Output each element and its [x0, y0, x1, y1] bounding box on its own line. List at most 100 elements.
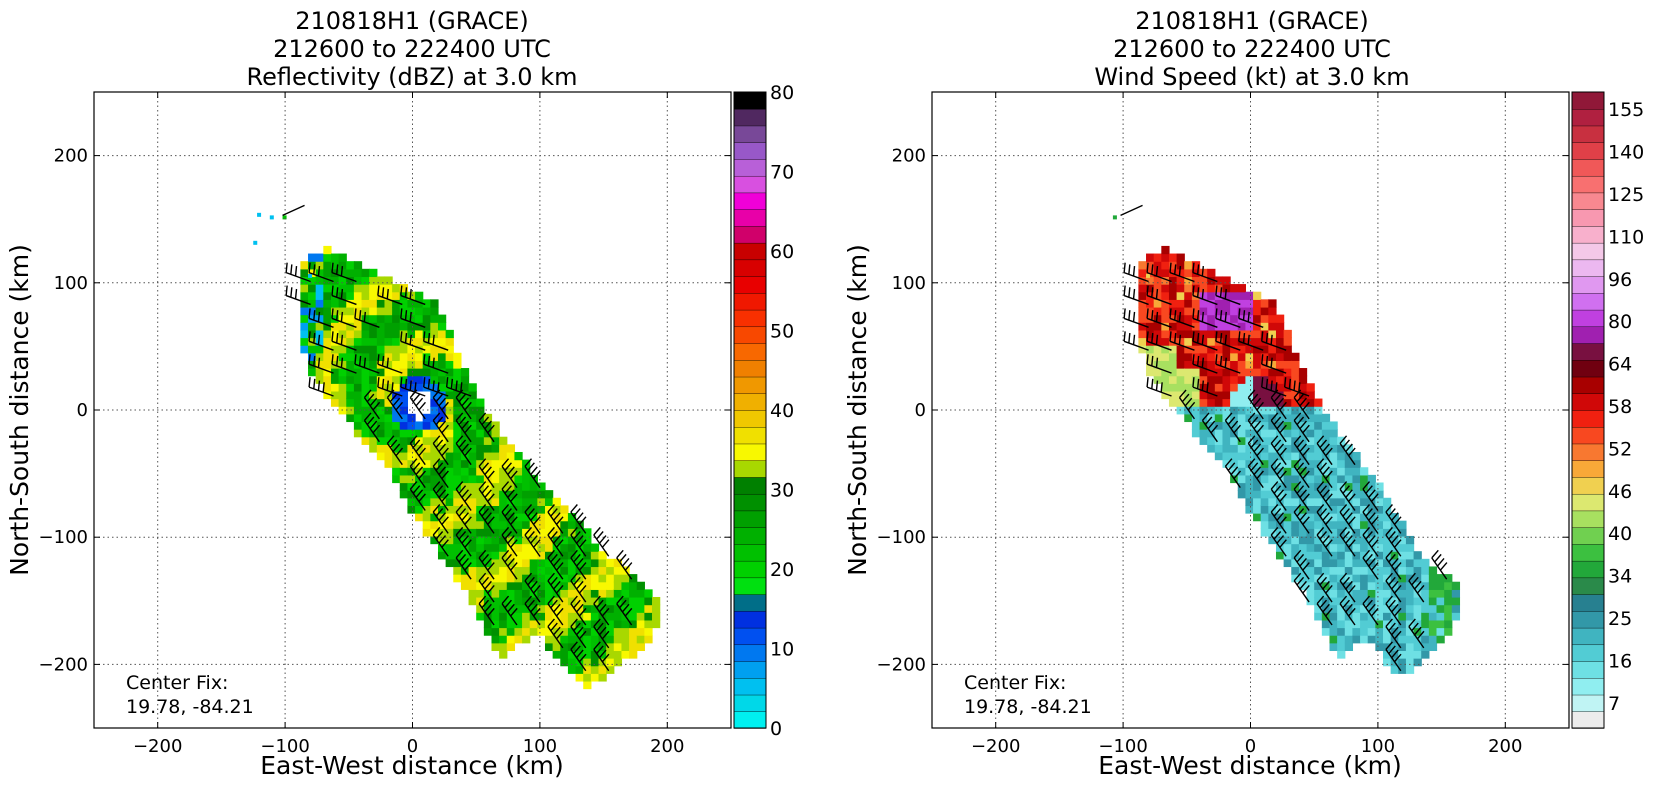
field-cell — [376, 375, 386, 384]
field-cell — [308, 314, 317, 323]
field-cell — [1268, 299, 1277, 308]
wind-barb-feather — [1371, 607, 1379, 617]
field-cell — [369, 284, 378, 293]
wind-barb-feather — [1184, 397, 1193, 407]
wind-barb-feather — [1302, 470, 1310, 480]
field-cell — [369, 306, 378, 316]
wind-barb-feather — [1391, 626, 1399, 636]
field-cell — [590, 596, 600, 606]
wind-barb-feather — [1299, 558, 1307, 567]
field-cell — [1230, 368, 1239, 377]
field-cell — [1375, 482, 1384, 491]
field-cell — [1444, 627, 1453, 636]
wind-barb-feather — [308, 262, 311, 273]
wind-barb-feather — [1302, 401, 1310, 411]
field-cell — [384, 276, 393, 285]
field-cell — [652, 619, 661, 629]
wind-barb-feather — [487, 562, 495, 571]
field-cell — [361, 413, 370, 423]
field-cell — [361, 436, 370, 445]
field-cell — [407, 436, 416, 445]
field-cell — [468, 497, 477, 506]
field-cell — [361, 398, 370, 407]
field-cell — [437, 352, 447, 361]
field-cell — [629, 627, 638, 636]
field-cell — [422, 505, 431, 514]
wind-barb-feather — [1319, 531, 1328, 540]
field-cell — [353, 291, 363, 300]
field-cell — [606, 581, 615, 590]
colorbar-swatch — [1571, 225, 1605, 244]
field-cell — [346, 352, 355, 361]
field-cell — [430, 436, 439, 445]
field-cell — [491, 459, 500, 468]
field-cell — [346, 261, 355, 270]
wind-barb-feather — [596, 531, 604, 540]
field-cell — [353, 413, 363, 423]
wind-barb-feather — [1273, 531, 1282, 540]
colorbar-tick-label: 64 — [1608, 354, 1632, 376]
field-cell — [1138, 284, 1147, 293]
field-cell — [1329, 451, 1338, 461]
field-cell — [1176, 368, 1185, 377]
field-cell — [338, 291, 347, 300]
field-cell — [445, 398, 454, 407]
field-cell — [1184, 368, 1193, 377]
field-cell — [583, 658, 592, 667]
wind-barb-feather — [576, 649, 584, 659]
field-cell — [567, 658, 577, 667]
field-cell — [1237, 368, 1247, 377]
wind-barb-feather — [317, 334, 321, 345]
field-cell — [491, 444, 500, 453]
field-cell — [1382, 528, 1392, 537]
field-cell — [1245, 429, 1254, 438]
field-cell — [445, 390, 454, 400]
field-cell — [1214, 390, 1224, 400]
field-cell — [453, 421, 462, 430]
wind-barb-feather — [1253, 466, 1262, 475]
field-cell — [392, 375, 401, 384]
field-cell — [1260, 329, 1269, 339]
field-cell — [323, 322, 332, 331]
field-cell — [407, 459, 416, 468]
field-cell — [1291, 558, 1300, 568]
wind-barb-feather — [1342, 599, 1350, 609]
field-cell — [338, 268, 347, 278]
field-cell — [621, 581, 630, 590]
field-cell — [1314, 413, 1323, 423]
field-cell — [453, 368, 462, 377]
field-cell — [1176, 390, 1185, 400]
field-cell — [606, 566, 615, 575]
wind-barb-feather — [1279, 493, 1287, 502]
field-cell — [1398, 520, 1407, 529]
field-cell — [590, 543, 600, 552]
field-cell — [1352, 581, 1361, 590]
field-cell — [1382, 574, 1392, 583]
wind-barb-feather — [507, 489, 515, 498]
field-cell — [1146, 345, 1155, 354]
field-cell — [308, 322, 317, 331]
field-cell — [1436, 619, 1445, 629]
field-cell — [1382, 604, 1392, 613]
field-cell — [491, 429, 500, 438]
wind-barb-feather — [409, 435, 418, 444]
field-cell — [1161, 329, 1170, 339]
field-cell — [369, 329, 378, 339]
field-cell — [476, 429, 485, 438]
field-cell — [361, 329, 370, 339]
field-cell — [361, 276, 370, 285]
field-cell — [1253, 368, 1262, 377]
wind-barb-feather — [1345, 535, 1353, 544]
field-cell — [1146, 352, 1155, 361]
field-cell — [468, 551, 477, 560]
field-cell — [1222, 329, 1231, 339]
field-cell — [544, 627, 554, 636]
colorbar-tick-label: 80 — [1608, 311, 1632, 333]
field-cell — [384, 306, 393, 316]
field-cell — [567, 604, 577, 613]
field-cell — [415, 299, 424, 308]
wind-barb-feather — [1247, 412, 1256, 421]
field-cell — [1405, 566, 1415, 575]
field-cell — [430, 421, 439, 430]
